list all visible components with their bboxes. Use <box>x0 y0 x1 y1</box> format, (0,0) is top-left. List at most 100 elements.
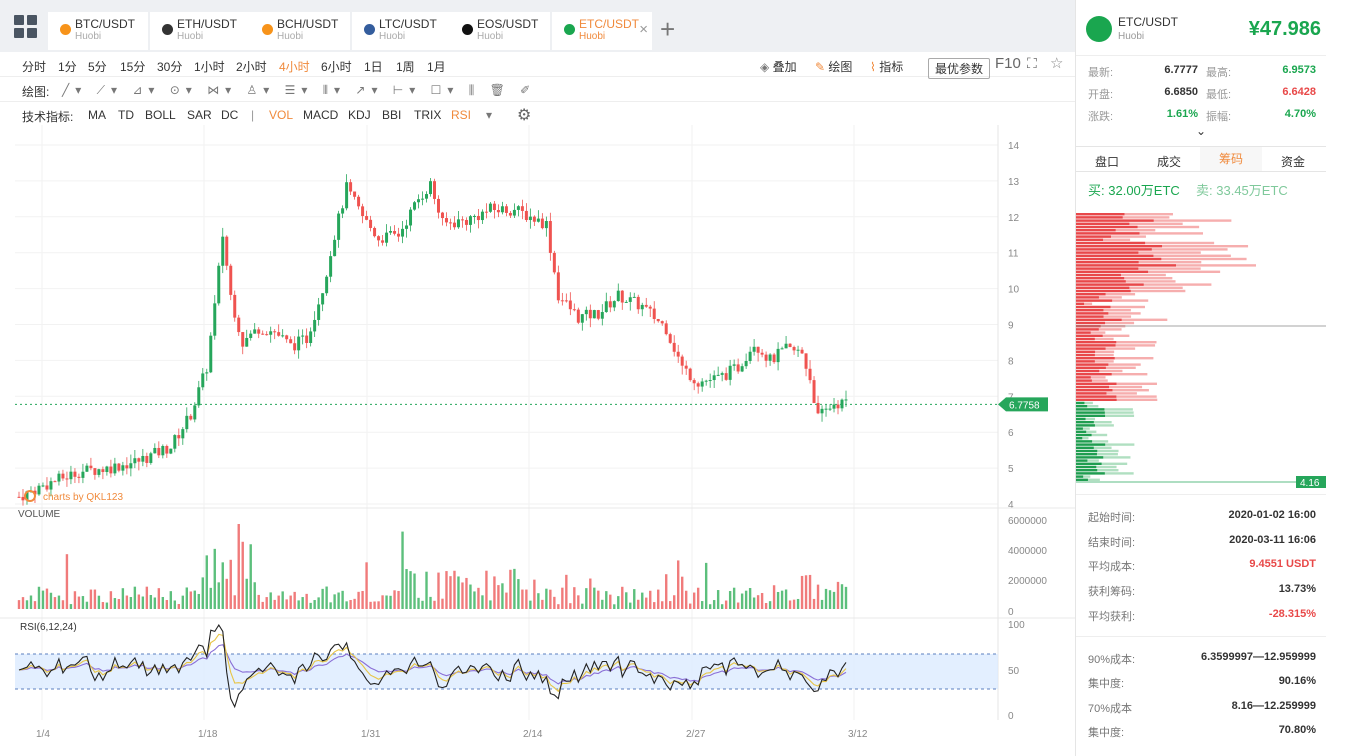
tab-exchange: Huobi <box>177 31 204 42</box>
info-value: -28.315% <box>1268 608 1316 620</box>
candle-body <box>197 387 201 406</box>
best-params-button[interactable]: 最优参数 <box>928 58 991 79</box>
period-9[interactable]: 1日 <box>364 60 383 74</box>
indicator-button[interactable]: ⌇ 指标 <box>870 60 904 74</box>
draw-tools[interactable]: ╱▾ ⟋▾ ⊿▾ ⊙▾ ⋈▾ ♙▾ ☰▾ ⦀▾ ↗▾ ⊢▾ ☐▾ ⫼ 🗑 ✐ <box>62 83 537 97</box>
candle-body <box>488 203 492 212</box>
period-3[interactable]: 15分 <box>120 60 146 74</box>
chip-bar-core <box>1076 334 1103 337</box>
detail-tab-3[interactable]: 资金 <box>1280 155 1305 169</box>
indicator-sar[interactable]: SAR <box>187 108 212 122</box>
chip-bar-core <box>1076 363 1109 366</box>
indicator-macd[interactable]: MACD <box>303 108 339 122</box>
chip-bar <box>1076 398 1158 401</box>
draw-button[interactable]: ✎ 绘图 <box>815 60 853 74</box>
chip-bar <box>1076 449 1119 453</box>
period-4[interactable]: 30分 <box>157 60 183 74</box>
tab-eos[interactable]: EOS/USDT Huobi <box>450 12 550 50</box>
ethereum-classic-icon <box>564 24 575 35</box>
indicator-kdj[interactable]: KDJ <box>348 108 371 122</box>
stat-value-2: 4.70% <box>1284 108 1316 120</box>
close-tab-icon[interactable]: × <box>639 21 648 38</box>
star-icon[interactable]: ☆ <box>1050 55 1064 72</box>
volume-bar <box>645 597 648 609</box>
indicator-boll[interactable]: BOLL <box>145 108 176 122</box>
chip-bar <box>1076 414 1135 417</box>
candle-body <box>325 276 329 294</box>
period-5[interactable]: 1小时 <box>194 60 225 74</box>
chip-bar-core <box>1076 254 1154 257</box>
settings-gear-icon[interactable]: ⚙ <box>517 107 532 124</box>
candle-body <box>357 196 361 207</box>
volume-bar <box>653 602 656 609</box>
candle-body <box>277 332 281 336</box>
detail-tab-0[interactable]: 盘口 <box>1094 155 1119 169</box>
candle-body <box>604 301 608 313</box>
indicator-more-icon[interactable]: ▾ <box>486 108 493 122</box>
candle-body <box>401 228 405 237</box>
indicator-ma[interactable]: MA <box>88 108 106 122</box>
period-1[interactable]: 1分 <box>58 60 77 74</box>
indicator-rsi[interactable]: RSI <box>451 108 472 122</box>
volume-bar <box>301 597 304 609</box>
tab-bch[interactable]: BCH/USDT Huobi <box>250 12 350 50</box>
chip-bar-core <box>1076 251 1139 254</box>
volume-bar <box>828 590 832 609</box>
candle-body <box>676 351 680 357</box>
fullscreen-icon[interactable]: ⛶ <box>1027 55 1037 71</box>
candle-body <box>217 265 221 304</box>
tab-etc[interactable]: ETC/USDT Huobi × <box>552 12 652 50</box>
volume-bar <box>553 596 556 609</box>
expand-chevron-icon[interactable]: ⌄ <box>1196 124 1207 138</box>
chip-bar-core <box>1076 472 1105 475</box>
candle-body <box>828 408 832 410</box>
detail-tab-1[interactable]: 成交 <box>1156 155 1181 169</box>
candle-body <box>496 209 500 213</box>
grid-menu-icon[interactable] <box>14 15 38 39</box>
candle-body <box>624 301 628 303</box>
candle-body <box>205 372 209 374</box>
volume-bar <box>565 574 568 609</box>
price-chart[interactable]: 14131211109876541/41/181/312/142/273/12V… <box>0 125 1075 750</box>
indicator-bbi[interactable]: BBI <box>382 108 402 122</box>
tab-ltc[interactable]: LTC/USDT Huobi <box>352 12 452 50</box>
candle-body <box>728 365 732 380</box>
indicator-vol[interactable]: VOL <box>269 108 294 122</box>
chip-bar <box>1076 293 1136 296</box>
candle-body <box>460 219 464 221</box>
tab-eth[interactable]: ETH/USDT Huobi <box>150 12 250 50</box>
indicator-dc[interactable]: DC <box>221 108 239 122</box>
candle-body <box>816 402 820 414</box>
rsi-tick-label: 0 <box>1008 711 1014 722</box>
candle-body <box>440 212 444 219</box>
candle-body <box>409 209 413 226</box>
chip-bar <box>1076 238 1131 241</box>
period-8[interactable]: 6小时 <box>321 60 352 74</box>
period-7[interactable]: 4小时 <box>279 60 310 74</box>
chip-bar-core <box>1076 232 1140 235</box>
volume-bar <box>641 592 644 609</box>
period-11[interactable]: 1月 <box>427 60 446 74</box>
draw-toolbar: 绘图: ╱▾ ⟋▾ ⊿▾ ⊙▾ ⋈▾ ♙▾ ☰▾ ⦀▾ ↗▾ ⊢▾ ☐▾ ⫼ 🗑… <box>0 77 1075 102</box>
volume-bar <box>277 595 280 609</box>
indicator-td[interactable]: TD <box>118 108 134 122</box>
add-tab-icon[interactable]: + <box>660 14 676 44</box>
chip-bar <box>1076 411 1134 414</box>
rsi-band <box>15 654 998 689</box>
detail-tab-2[interactable]: 筹码 <box>1200 147 1262 171</box>
indicator-trix[interactable]: TRIX <box>414 108 442 122</box>
candle-body <box>760 352 764 355</box>
period-0[interactable]: 分时 <box>22 60 47 74</box>
candle-body <box>61 473 65 479</box>
chip-bar <box>1076 334 1130 337</box>
period-10[interactable]: 1周 <box>396 60 415 74</box>
f10-button[interactable]: F10 <box>995 55 1021 72</box>
info-label: 平均获利: <box>1088 611 1136 623</box>
overlay-button[interactable]: ◈ 叠加 <box>760 60 797 74</box>
tab-btc[interactable]: BTC/USDT Huobi <box>48 12 148 50</box>
chip-bar-core <box>1076 395 1117 398</box>
volume-bar <box>249 544 252 609</box>
period-2[interactable]: 5分 <box>88 60 107 74</box>
period-6[interactable]: 2小时 <box>236 60 267 74</box>
volume-bar <box>561 587 564 609</box>
